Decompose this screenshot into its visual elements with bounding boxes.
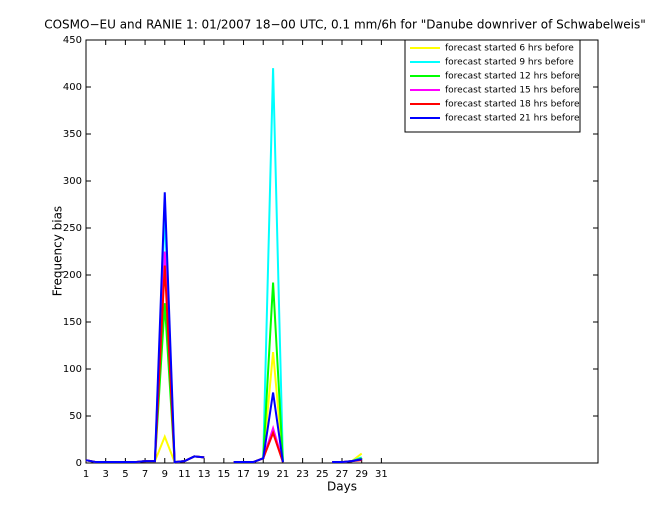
series-line (85, 192, 362, 464)
x-tick-label: 5 (122, 469, 128, 480)
legend-box (404, 39, 581, 133)
legend-label: forecast started 9 hrs before (445, 58, 574, 68)
y-tick-label: 100 (63, 364, 82, 375)
x-tick-label: 21 (277, 469, 290, 480)
x-tick-label: 17 (237, 469, 250, 480)
y-tick-label: 300 (63, 176, 82, 187)
x-axis-label: Days (327, 480, 357, 494)
x-tick-label: 3 (103, 469, 109, 480)
legend-label: forecast started 6 hrs before (445, 44, 574, 54)
x-tick-label: 1 (83, 469, 89, 480)
x-tick-label: 29 (355, 469, 368, 480)
x-tick-label: 23 (296, 469, 309, 480)
y-tick-label: 200 (63, 270, 82, 281)
legend-label: forecast started 12 hrs before (445, 72, 580, 82)
y-tick-label: 150 (63, 317, 82, 328)
legend-label: forecast started 18 hrs before (445, 100, 580, 110)
legend-label: forecast started 15 hrs before (445, 86, 580, 96)
y-tick-label: 50 (69, 411, 82, 422)
x-tick-label: 7 (142, 469, 148, 480)
x-tick-label: 25 (316, 469, 329, 480)
x-tick-label: 19 (257, 469, 270, 480)
x-tick-label: 15 (217, 469, 230, 480)
y-tick-label: 350 (63, 129, 82, 140)
x-tick-label: 9 (162, 469, 168, 480)
y-tick-label: 450 (63, 35, 82, 46)
chart-title: COSMO−EU and RANIE 1: 01/2007 18−00 UTC,… (44, 18, 646, 32)
y-tick-label: 250 (63, 223, 82, 234)
x-tick-label: 27 (336, 469, 349, 480)
x-tick-label: 13 (198, 469, 211, 480)
y-tick-label: 0 (76, 458, 82, 469)
y-tick-label: 400 (63, 82, 82, 93)
y-axis-label: Frequency bias (51, 206, 65, 296)
x-tick-label: 31 (375, 469, 388, 480)
x-tick-label: 11 (178, 469, 191, 480)
legend-label: forecast started 21 hrs before (445, 114, 580, 124)
